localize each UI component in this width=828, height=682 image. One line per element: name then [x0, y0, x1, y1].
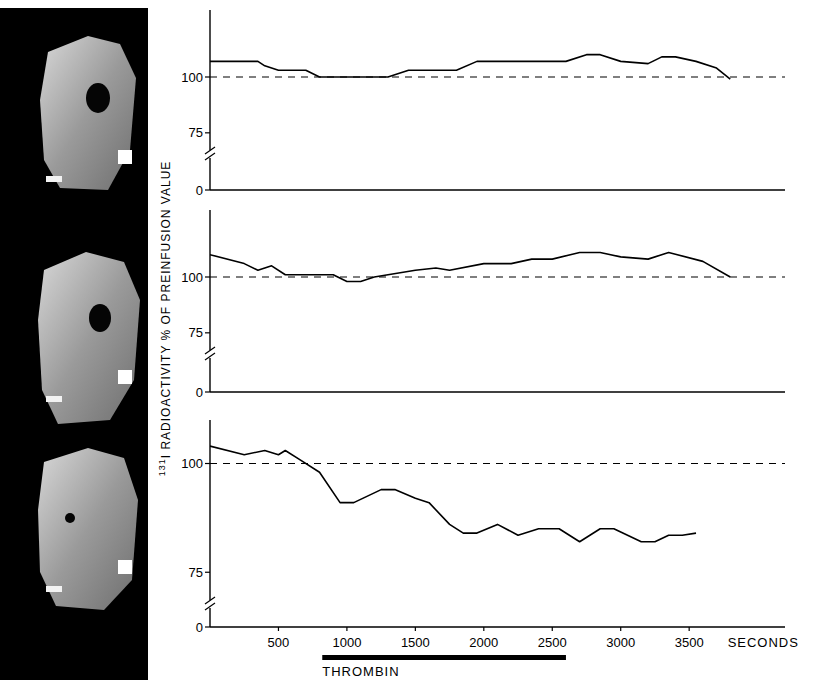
- axis-title-text: I RADIOACTIVITY % OF PREINFUSION VALUE: [159, 161, 173, 459]
- axis-break: [205, 153, 215, 160]
- y-tick-label: 0: [196, 385, 203, 400]
- reference-line: [210, 463, 785, 464]
- scan-image: [40, 36, 136, 190]
- y-tick: [205, 463, 210, 464]
- scan-cavity: [86, 83, 110, 113]
- y-tick: [205, 332, 210, 333]
- y-tick: [205, 76, 210, 77]
- y-tick-label: 100: [181, 456, 203, 471]
- plot-area: [210, 252, 730, 281]
- scan-highlight: [118, 560, 132, 574]
- scan-image: [38, 252, 140, 424]
- data-line: [210, 446, 696, 542]
- y-axis: [209, 608, 210, 627]
- panel-3: 0 75 100 500 1000 1500 2000 2500 3000 3500 SECONDS…: [181, 420, 799, 679]
- x-tick: [483, 627, 484, 631]
- x-tick-label: 1500: [401, 635, 430, 650]
- infusion-bar: [322, 655, 566, 660]
- axis-break: [205, 347, 215, 354]
- axis-break: [205, 353, 215, 360]
- plot-area: [210, 55, 730, 80]
- y-tick: [205, 276, 210, 277]
- axis-break: [205, 603, 215, 610]
- plot-area: [210, 446, 696, 542]
- x-tick-label: 500: [268, 635, 290, 650]
- y-tick: [205, 626, 210, 627]
- data-line: [210, 55, 730, 80]
- y-axis: [209, 158, 210, 190]
- y-tick-label: 100: [181, 270, 203, 285]
- axis-break: [205, 597, 215, 604]
- x-tick: [346, 627, 347, 631]
- x-tick: [278, 627, 279, 631]
- reference-line: [210, 76, 785, 77]
- x-tick-label: 2000: [469, 635, 498, 650]
- y-tick: [205, 189, 210, 190]
- scan-cavity: [89, 304, 111, 332]
- y-axis: [209, 210, 210, 350]
- x-tick-label: 3500: [675, 635, 704, 650]
- x-axis: [210, 189, 785, 190]
- x-axis-title: SECONDS: [728, 635, 799, 650]
- annotation: THROMBIN: [322, 664, 399, 679]
- scan-highlight: [46, 586, 62, 592]
- isotope-mass: 131: [157, 458, 167, 476]
- x-tick: [620, 627, 621, 631]
- y-tick-label: 75: [189, 565, 203, 580]
- y-axis: [209, 358, 210, 392]
- x-tick-label: 2500: [538, 635, 567, 650]
- y-tick-label: 75: [189, 325, 203, 340]
- scan-highlight: [46, 176, 62, 182]
- y-tick-label: 100: [181, 70, 203, 85]
- scan-highlight: [46, 396, 62, 402]
- x-axis: [210, 391, 785, 392]
- image-strip: [0, 8, 148, 680]
- x-tick-label: 3000: [606, 635, 635, 650]
- y-tick-label: 0: [196, 620, 203, 635]
- x-tick: [552, 627, 553, 631]
- data-line: [210, 252, 730, 281]
- reference-line: [210, 276, 785, 277]
- figure: 075100075100131I RADIOACTIVITY % OF PREI…: [0, 0, 828, 682]
- axis-break: [205, 147, 215, 154]
- x-tick: [689, 627, 690, 631]
- y-tick-label: 0: [196, 183, 203, 198]
- panel-2: 0 75 100: [181, 210, 785, 400]
- scan-highlight: [118, 150, 132, 164]
- x-tick: [415, 627, 416, 631]
- y-tick: [205, 572, 210, 573]
- y-tick: [205, 391, 210, 392]
- scan-highlight: [118, 370, 132, 384]
- x-axis: [210, 626, 785, 627]
- y-axis: [209, 10, 210, 150]
- y-axis-title: 131I RADIOACTIVITY % OF PREINFUSION VALU…: [157, 161, 173, 477]
- panel-1: 0 75 100: [181, 10, 785, 198]
- image-background: [0, 8, 148, 680]
- scan-image: [38, 448, 138, 610]
- y-tick: [205, 132, 210, 133]
- scan-cavity: [65, 513, 75, 523]
- x-tick-label: 1000: [332, 635, 361, 650]
- y-tick-label: 75: [189, 125, 203, 140]
